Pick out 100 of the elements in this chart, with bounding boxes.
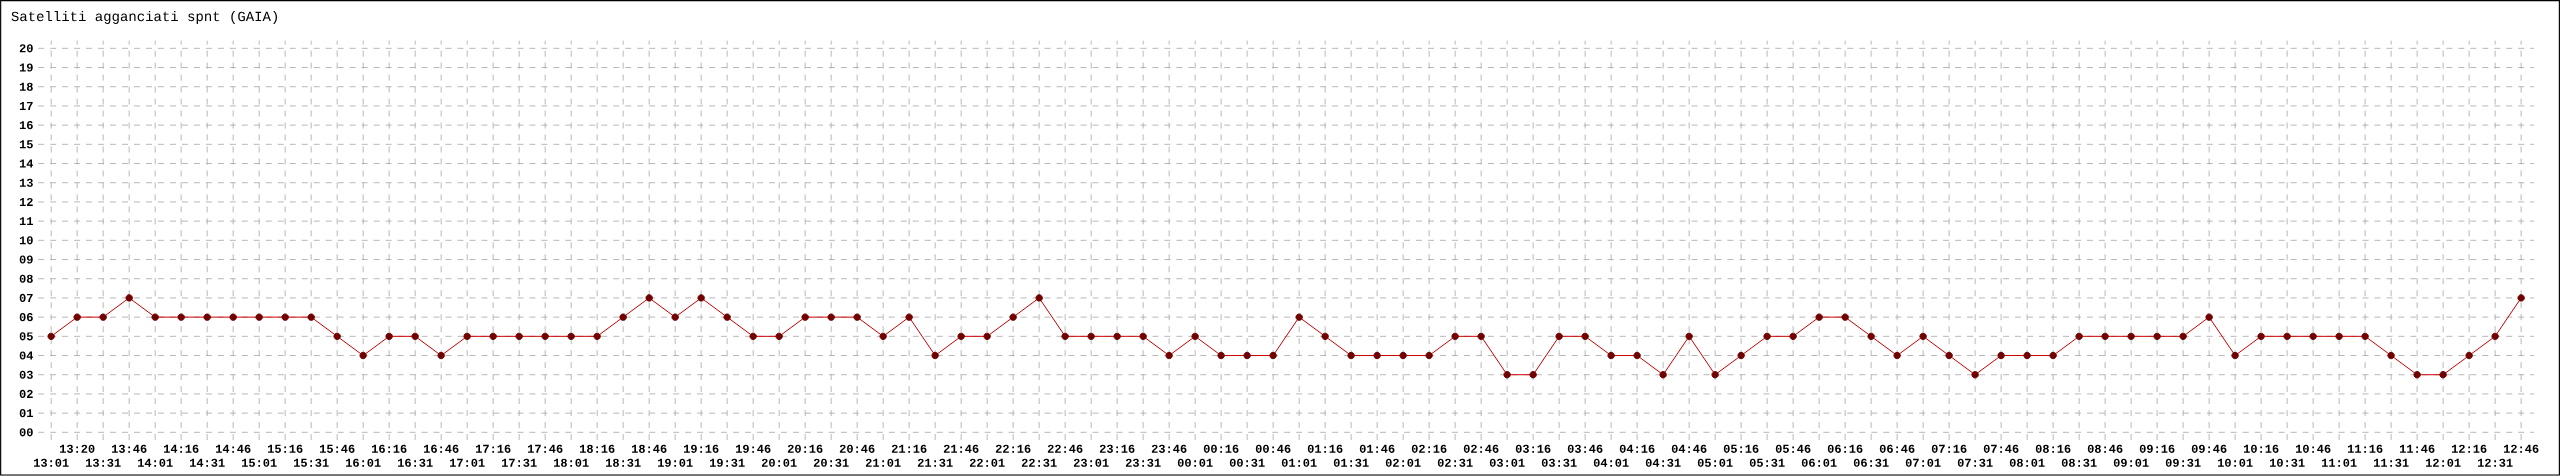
x-tick-label: 15:46 xyxy=(320,444,355,453)
x-tick-label: 04:31 xyxy=(1645,458,1681,467)
x-tick-label: 02:01 xyxy=(1385,458,1421,467)
x-tick-label: 12:16 xyxy=(2451,444,2487,453)
x-tick-label: 06:46 xyxy=(1879,444,1915,453)
x-tick-label: 22:31 xyxy=(1021,458,1057,467)
x-tick-label: 01:01 xyxy=(1281,458,1317,467)
x-tick-label: 14:46 xyxy=(216,444,251,453)
x-tick-label: 04:01 xyxy=(1593,458,1629,467)
x-tick-label: 03:16 xyxy=(1515,444,1551,453)
x-tick-label: 20:16 xyxy=(787,444,823,453)
x-tick-label: 15:31 xyxy=(294,458,329,467)
x-tick-label: 01:46 xyxy=(1359,444,1395,453)
x-tick-label: 23:31 xyxy=(1125,458,1161,467)
x-tick-label: 23:01 xyxy=(1073,458,1109,467)
x-tick-label: 17:01 xyxy=(450,458,485,467)
x-tick-label: 19:16 xyxy=(684,444,719,453)
x-tick-label: 18:31 xyxy=(606,458,641,467)
x-tick-label: 07:31 xyxy=(1957,458,1993,467)
x-tick-label: 14:16 xyxy=(164,444,199,453)
y-tick-label: 06 xyxy=(19,313,33,322)
x-tick-label: 20:31 xyxy=(813,458,849,467)
x-tick-label: 13:20 xyxy=(60,444,95,453)
y-tick-label: 00 xyxy=(19,428,33,437)
chart-title: Satelliti agganciati spnt (GAIA) xyxy=(11,11,277,25)
y-tick-label: 19 xyxy=(19,63,33,72)
x-tick-label: 11:16 xyxy=(2347,444,2383,453)
x-tick-label: 11:31 xyxy=(2373,458,2409,467)
x-tick-label: 03:31 xyxy=(1541,458,1577,467)
x-tick-label: 09:16 xyxy=(2139,444,2175,453)
x-tick-label: 07:16 xyxy=(1931,444,1967,453)
x-tick-label: 22:46 xyxy=(1047,444,1083,453)
x-tick-label: 06:31 xyxy=(1853,458,1889,467)
x-tick-label: 10:16 xyxy=(2243,444,2279,453)
x-tick-label: 05:46 xyxy=(1775,444,1811,453)
x-tick-label: 00:16 xyxy=(1203,444,1239,453)
x-tick-label: 17:46 xyxy=(528,444,563,453)
x-tick-label: 10:46 xyxy=(2295,444,2331,453)
x-tick-label: 01:31 xyxy=(1333,458,1369,467)
x-tick-label: 18:16 xyxy=(580,444,615,453)
x-tick-label: 08:46 xyxy=(2087,444,2123,453)
x-tick-label: 16:46 xyxy=(424,444,459,453)
x-tick-label: 04:16 xyxy=(1619,444,1655,453)
x-tick-label: 21:16 xyxy=(891,444,927,453)
x-tick-label: 08:01 xyxy=(2009,458,2045,467)
x-tick-label: 10:01 xyxy=(2217,458,2253,467)
y-tick-label: 07 xyxy=(19,293,33,303)
x-tick-label: 08:16 xyxy=(2035,444,2071,453)
y-tick-label: 08 xyxy=(19,274,33,283)
x-tick-label: 22:16 xyxy=(995,444,1031,453)
x-tick-label: 10:31 xyxy=(2269,458,2305,467)
y-tick-label: 03 xyxy=(19,370,33,379)
x-tick-label: 12:01 xyxy=(2425,458,2461,467)
x-tick-label: 15:16 xyxy=(268,444,303,453)
x-tick-label: 03:01 xyxy=(1489,458,1525,467)
x-tick-label: 11:46 xyxy=(2399,444,2435,453)
x-tick-label: 05:01 xyxy=(1697,458,1733,467)
x-tick-label: 21:01 xyxy=(865,458,901,467)
x-tick-label: 20:46 xyxy=(839,444,875,453)
x-tick-label: 19:46 xyxy=(736,444,771,453)
y-tick-label: 17 xyxy=(19,102,33,110)
x-tick-label: 09:31 xyxy=(2165,458,2201,467)
x-tick-label: 17:31 xyxy=(502,458,537,467)
x-tick-label: 17:16 xyxy=(476,444,511,453)
x-tick-label: 07:01 xyxy=(1905,458,1941,467)
x-tick-label: 09:01 xyxy=(2113,458,2149,467)
x-tick-label: 04:46 xyxy=(1671,444,1707,453)
x-tick-label: 06:01 xyxy=(1801,458,1837,467)
y-tick-label: 12 xyxy=(19,198,33,207)
x-tick-label: 21:46 xyxy=(943,444,979,453)
x-tick-label: 00:31 xyxy=(1229,458,1265,467)
y-tick-label: 11 xyxy=(19,217,33,226)
x-tick-label: 14:31 xyxy=(190,458,225,467)
x-tick-label: 13:46 xyxy=(112,444,147,453)
y-tick-label: 16 xyxy=(19,121,33,130)
x-tick-label: 09:46 xyxy=(2191,444,2227,453)
x-tick-label: 02:16 xyxy=(1411,444,1447,453)
x-tick-label: 00:46 xyxy=(1255,444,1291,453)
x-tick-label: 03:46 xyxy=(1567,444,1603,453)
x-tick-label: 22:01 xyxy=(969,458,1005,467)
x-tick-label: 08:31 xyxy=(2061,458,2097,467)
x-tick-label: 16:16 xyxy=(372,444,407,453)
x-tick-label: 02:46 xyxy=(1463,444,1499,453)
x-tick-label: 18:01 xyxy=(554,458,589,467)
x-tick-label: 12:31 xyxy=(2477,458,2513,467)
x-tick-label: 12:46 xyxy=(2503,444,2539,453)
x-tick-label: 01:16 xyxy=(1307,444,1343,453)
x-tick-label: 19:31 xyxy=(710,458,745,467)
y-tick-label: 05 xyxy=(19,332,33,341)
y-tick-label: 04 xyxy=(19,351,34,360)
y-tick-label: 15 xyxy=(19,140,33,149)
x-tick-label: 23:46 xyxy=(1151,444,1187,453)
x-tick-label: 05:31 xyxy=(1749,458,1785,467)
y-tick-label: 20 xyxy=(19,44,33,53)
x-tick-label: 11:01 xyxy=(2321,458,2357,467)
y-tick-label: 13 xyxy=(19,178,33,187)
y-tick-label: 10 xyxy=(19,236,33,245)
y-tick-label: 18 xyxy=(19,82,33,91)
x-tick-label: 16:31 xyxy=(398,458,433,467)
x-tick-label: 23:16 xyxy=(1099,444,1135,453)
